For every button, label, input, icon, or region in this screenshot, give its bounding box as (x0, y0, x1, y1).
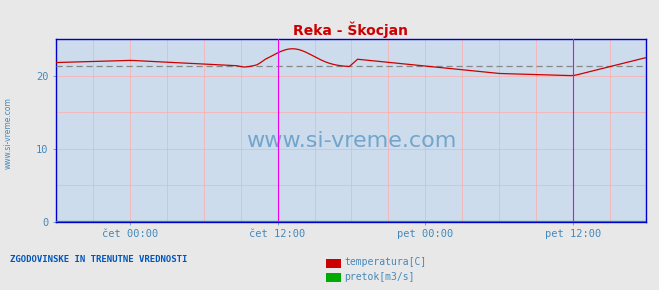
Text: ZGODOVINSKE IN TRENUTNE VREDNOSTI: ZGODOVINSKE IN TRENUTNE VREDNOSTI (10, 255, 187, 264)
Title: Reka - Škocjan: Reka - Škocjan (293, 21, 409, 38)
Text: www.si-vreme.com: www.si-vreme.com (246, 131, 456, 151)
Text: temperatura[C]: temperatura[C] (344, 258, 426, 267)
Text: pretok[m3/s]: pretok[m3/s] (344, 272, 415, 282)
Text: www.si-vreme.com: www.si-vreme.com (3, 97, 13, 169)
